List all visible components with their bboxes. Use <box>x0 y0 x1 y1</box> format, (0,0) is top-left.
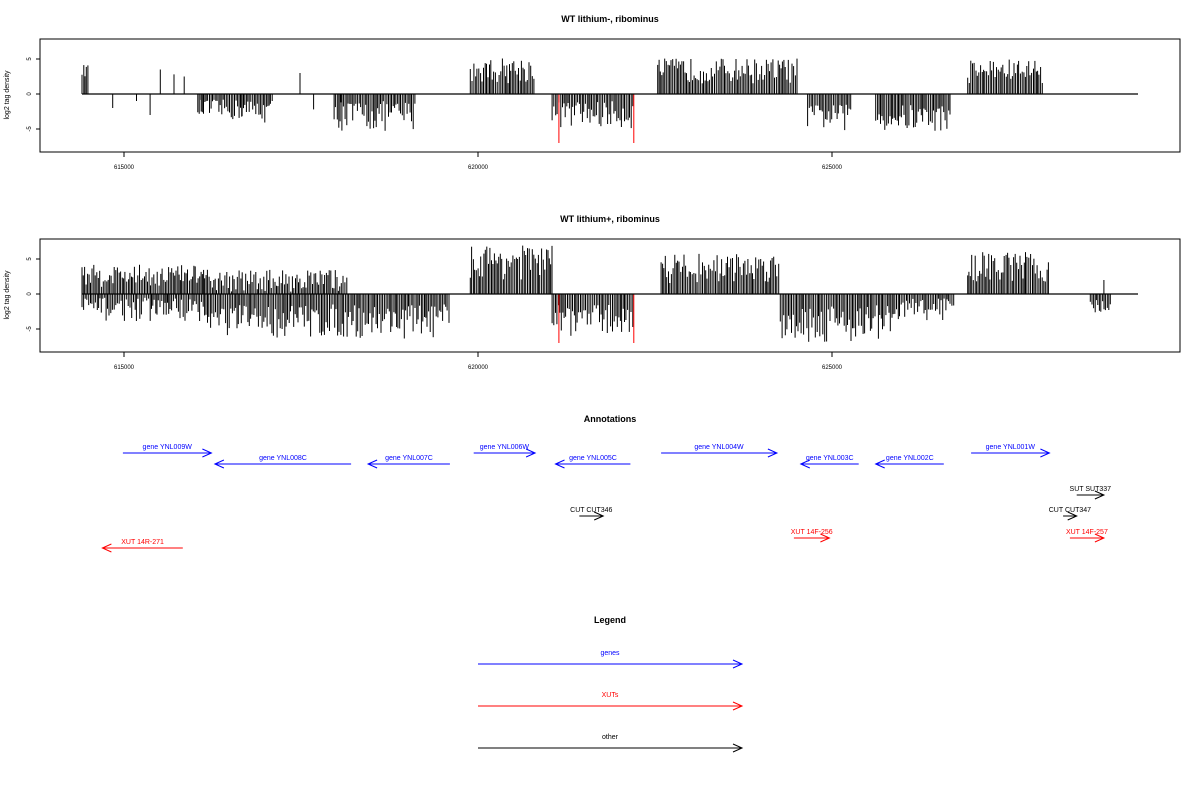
y-tick-label: 5 <box>27 57 33 61</box>
annotation-feature: XUT 14F-257 <box>1066 529 1108 543</box>
annotation-feature: gene YNL002C <box>874 455 944 469</box>
x-tick-label: 625000 <box>822 165 843 171</box>
panel-2-y-axis-label: log2 tag density <box>4 270 11 320</box>
feature-label: gene YNL007C <box>385 455 433 462</box>
feature-arrowhead <box>1040 448 1051 458</box>
legend-label: other <box>602 734 619 741</box>
panel-lithium-minus: WT lithium-, ribominus log2 tag density … <box>4 14 1181 171</box>
feature-arrowhead <box>366 459 378 469</box>
annotation-feature: gene YNL005C <box>554 455 631 469</box>
annotations-title: Annotations <box>584 414 637 424</box>
panel-lithium-plus: WT lithium+, ribominus log2 tag density … <box>4 214 1181 371</box>
feature-arrowhead <box>202 448 213 458</box>
panel-2-title: WT lithium+, ribominus <box>560 214 660 224</box>
annotation-feature: CUT CUT347 <box>1049 507 1091 521</box>
feature-arrowhead <box>767 448 779 458</box>
x-tick-label: 615000 <box>114 365 135 371</box>
feature-label: XUT 14R-271 <box>121 539 164 546</box>
feature-arrowhead <box>554 459 565 469</box>
feature-arrowhead <box>874 459 885 469</box>
annotation-feature: gene YNL008C <box>213 455 352 469</box>
y-tick-label: -5 <box>27 326 33 332</box>
feature-label: gene YNL001W <box>986 444 1036 451</box>
legend-arrowhead <box>732 701 744 711</box>
panel-1-bars <box>81 58 1043 143</box>
panel-1-y-axis: -5 0 5 <box>27 57 41 132</box>
legend-item: genes <box>478 650 744 669</box>
feature-arrowhead <box>213 459 225 469</box>
legend-label: genes <box>600 650 620 657</box>
feature-arrowhead <box>799 459 811 469</box>
feature-label: XUT 14F-257 <box>1066 529 1108 536</box>
annotation-feature: XUT 14F-256 <box>791 529 833 543</box>
y-tick-label: 0 <box>27 292 33 296</box>
legend-arrowhead <box>732 743 744 753</box>
feature-label: XUT 14F-256 <box>791 529 833 536</box>
legend-label: XUTs <box>602 692 619 699</box>
panel-1-x-axis: 615000 620000 625000 <box>114 151 843 171</box>
feature-label: gene YNL009W <box>143 444 193 451</box>
feature-arrowhead <box>101 543 112 553</box>
feature-label: gene YNL004W <box>694 444 744 451</box>
feature-arrowhead <box>593 511 605 521</box>
annotation-feature: XUT 14R-271 <box>101 539 183 553</box>
feature-label: SUT SUT337 <box>1070 486 1112 493</box>
y-tick-label: 5 <box>27 257 33 261</box>
feature-arrowhead <box>820 533 831 543</box>
annotation-feature: gene YNL004W <box>661 444 779 458</box>
panel-2-x-axis: 615000 620000 625000 <box>114 351 843 371</box>
feature-arrowhead <box>1067 511 1078 521</box>
feature-label: CUT CUT346 <box>570 507 612 514</box>
legend-item: other <box>478 734 744 753</box>
legend-item: XUTs <box>478 692 744 711</box>
panel-1-y-axis-label: log2 tag density <box>4 70 11 120</box>
annotation-feature: gene YNL009W <box>122 444 213 458</box>
feature-label: CUT CUT347 <box>1049 507 1091 514</box>
x-tick-label: 620000 <box>468 165 489 171</box>
legend-panel: Legend genes XUTs other <box>478 615 744 753</box>
x-tick-label: 620000 <box>468 365 489 371</box>
panel-2-bars <box>81 245 1111 343</box>
feature-label: gene YNL002C <box>886 455 934 462</box>
feature-label: gene YNL005C <box>569 455 617 462</box>
y-tick-label: -5 <box>27 126 33 132</box>
feature-arrowhead <box>1094 490 1106 500</box>
annotation-feature: CUT CUT346 <box>570 507 613 521</box>
annotation-feature: gene YNL001W <box>971 444 1051 458</box>
x-tick-label: 615000 <box>114 165 135 171</box>
annotation-feature: gene YNL006W <box>473 444 537 458</box>
legend-arrowhead <box>732 659 744 669</box>
y-tick-label: 0 <box>27 92 33 96</box>
annotation-feature: SUT SUT337 <box>1070 486 1112 500</box>
x-tick-label: 625000 <box>822 365 843 371</box>
feature-label: gene YNL008C <box>259 455 307 462</box>
feature-arrowhead <box>525 448 537 458</box>
panel-1-title: WT lithium-, ribominus <box>561 14 659 24</box>
feature-arrowhead <box>1094 533 1106 543</box>
annotation-feature: gene YNL003C <box>799 455 859 469</box>
feature-label: gene YNL006W <box>480 444 530 451</box>
legend-title: Legend <box>594 615 626 625</box>
annotation-feature: gene YNL007C <box>366 455 450 469</box>
annotation-features: gene YNL009W gene YNL008C gene YNL007C gene… <box>101 444 1112 553</box>
panel-2-y-axis: -5 0 5 <box>27 257 41 332</box>
feature-label: gene YNL003C <box>806 455 854 462</box>
legend-items: genes XUTs other <box>478 650 744 753</box>
